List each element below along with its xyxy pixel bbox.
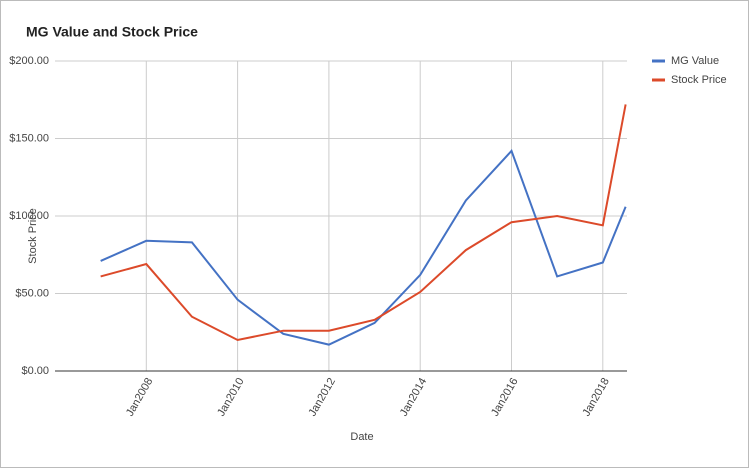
legend-label: MG Value [671, 55, 719, 67]
y-tick-label: $200.00 [9, 55, 49, 67]
legend-label: Stock Price [671, 74, 727, 86]
chart-title: MG Value and Stock Price [26, 24, 198, 40]
line-series [100, 104, 627, 342]
line-series [100, 149, 627, 346]
y-axis-label: Stock Price [27, 208, 39, 264]
y-tick-label: $100.00 [9, 210, 49, 222]
x-axis-label: Date [350, 431, 373, 443]
y-tick-label: $150.00 [9, 132, 49, 144]
y-tick-label: $0.00 [21, 365, 49, 377]
y-tick-label: $50.00 [15, 287, 49, 299]
